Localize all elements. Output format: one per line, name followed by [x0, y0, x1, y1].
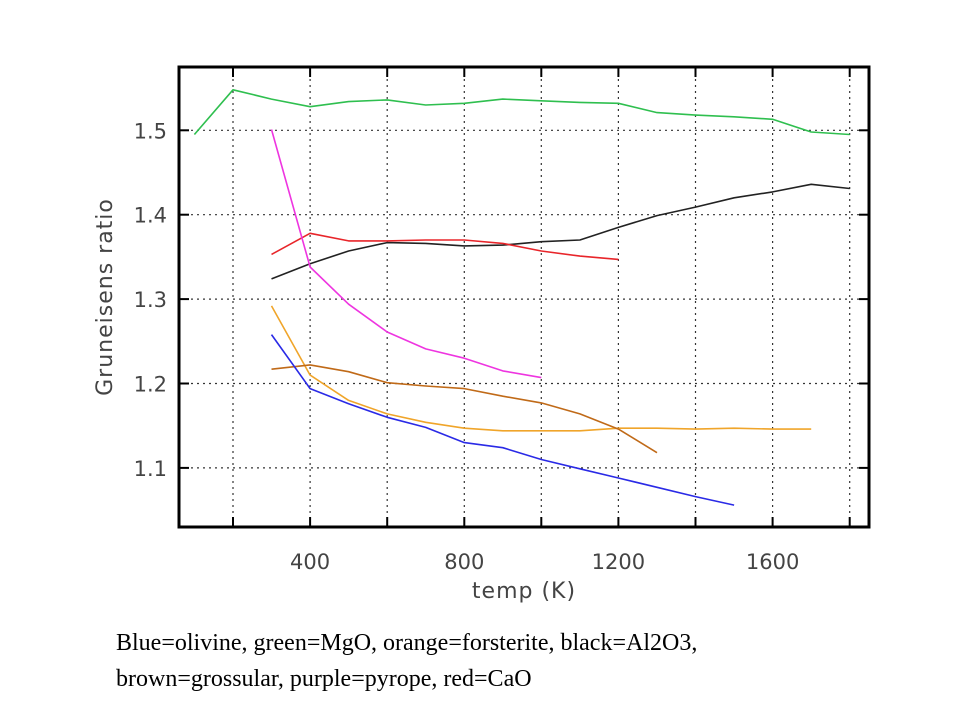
y-tick-label: 1.5 [134, 119, 167, 143]
axis-ticks: 1.1 1.2 1.3 1.4 1.5 400 800 1200 1600 [134, 67, 869, 574]
series-line [271, 183, 850, 280]
y-axis-label: Gruneisens ratio [93, 198, 118, 396]
series-line [270, 305, 812, 432]
series-line [270, 334, 735, 506]
y-tick-label: 1.4 [134, 204, 167, 228]
x-tick-label: 1200 [592, 550, 645, 574]
legend-caption: Blue=olivine, green=MgO, orange=forsteri… [116, 625, 946, 697]
caption-line-2: brown=grossular, purple=pyrope, red=CaO [116, 666, 532, 692]
series-line [193, 89, 850, 136]
x-axis-label: temp (K) [472, 579, 576, 604]
x-tick-label: 400 [290, 550, 330, 574]
gruneisen-chart: 1.1 1.2 1.3 1.4 1.5 400 800 1200 1600 temp (K) G… [93, 65, 871, 604]
y-tick-label: 1.1 [134, 457, 167, 481]
x-tick-label: 1600 [746, 550, 799, 574]
series-line [271, 232, 619, 261]
y-tick-label: 1.3 [134, 288, 167, 312]
series-line [270, 129, 542, 379]
y-tick-label: 1.2 [134, 373, 167, 397]
series-line [271, 364, 658, 454]
grid [179, 67, 869, 527]
plot-frame [177, 65, 871, 529]
series-lines [193, 89, 850, 506]
caption-line-1: Blue=olivine, green=MgO, orange=forsteri… [116, 630, 698, 656]
x-tick-label: 800 [444, 550, 484, 574]
